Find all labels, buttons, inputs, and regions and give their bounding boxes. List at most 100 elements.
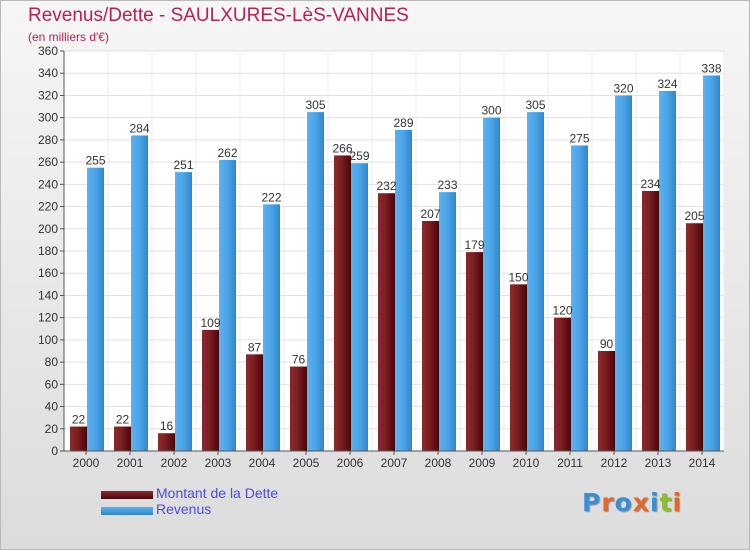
y-tick-label: 280 <box>38 133 58 147</box>
x-tick-label-2003: 2003 <box>205 456 232 470</box>
data-label-revenus-2010: 305 <box>525 98 545 112</box>
x-tick-label-2001: 2001 <box>117 456 144 470</box>
data-label-revenus-2011: 275 <box>569 131 589 145</box>
x-tick-label-2009: 2009 <box>469 456 496 470</box>
bar-revenus-2000 <box>87 167 104 451</box>
data-label-dette-2013: 234 <box>640 177 660 191</box>
x-tick-label-2004: 2004 <box>249 456 276 470</box>
data-label-revenus-2001: 284 <box>129 121 149 135</box>
chart-subtitle: (en milliers d'€) <box>28 30 109 44</box>
data-label-dette-2011: 120 <box>552 304 572 318</box>
data-label-dette-2005: 76 <box>292 353 306 367</box>
legend-swatch-dette <box>101 491 153 499</box>
x-tick-label-2006: 2006 <box>337 456 364 470</box>
data-label-dette-2006: 266 <box>332 141 352 155</box>
logo-letter: P <box>582 488 602 517</box>
x-tick-label-2000: 2000 <box>73 456 100 470</box>
y-tick-label: 160 <box>38 266 58 280</box>
y-tick-label: 100 <box>38 333 58 347</box>
data-label-revenus-2000: 255 <box>85 154 105 168</box>
x-tick-label-2013: 2013 <box>645 456 672 470</box>
bar-dette-2001 <box>114 426 131 451</box>
data-label-revenus-2007: 289 <box>393 116 413 130</box>
data-label-revenus-2003: 262 <box>217 146 237 160</box>
data-label-revenus-2005: 305 <box>305 98 325 112</box>
y-tick-label: 200 <box>38 222 58 236</box>
bar-revenus-2003 <box>219 159 236 451</box>
logo-letter: t <box>659 488 673 517</box>
x-tick-label-2002: 2002 <box>161 456 188 470</box>
logo-letter: r <box>601 488 615 517</box>
logo-letter: i <box>650 488 660 517</box>
bar-dette-2009 <box>466 252 483 451</box>
bar-revenus-2009 <box>483 117 500 452</box>
y-tick-label: 80 <box>45 355 59 369</box>
x-tick-label-2011: 2011 <box>557 456 583 470</box>
x-tick-label-2005: 2005 <box>293 456 320 470</box>
bar-dette-2011 <box>554 317 571 451</box>
bar-revenus-2013 <box>659 91 676 451</box>
bar-dette-2008 <box>422 221 439 451</box>
bar-revenus-2014 <box>703 75 720 451</box>
y-tick-label: 260 <box>38 155 58 169</box>
bar-revenus-2007 <box>395 129 412 451</box>
data-label-revenus-2008: 233 <box>437 178 457 192</box>
y-tick-label: 300 <box>38 111 58 125</box>
x-tick-label-2008: 2008 <box>425 456 452 470</box>
bar-revenus-2010 <box>527 112 544 451</box>
y-tick-label: 220 <box>38 200 58 214</box>
bar-dette-2005 <box>290 366 307 451</box>
data-label-revenus-2012: 320 <box>613 81 633 95</box>
y-tick-label: 20 <box>45 422 59 436</box>
logo-letter: o <box>614 488 633 517</box>
bar-dette-2004 <box>246 354 263 451</box>
y-tick-label: 180 <box>38 244 58 258</box>
data-label-dette-2001: 22 <box>116 413 130 427</box>
bar-revenus-2011 <box>571 145 588 451</box>
y-tick-label: 40 <box>45 400 59 414</box>
bar-dette-2013 <box>642 191 659 451</box>
bar-revenus-2008 <box>439 192 456 451</box>
logo-letter: x <box>632 488 650 517</box>
bar-revenus-2002 <box>175 172 192 451</box>
data-label-dette-2000: 22 <box>72 413 86 427</box>
proxiti-logo: Proxiti <box>582 488 682 517</box>
bar-revenus-2001 <box>131 135 148 451</box>
y-tick-label: 240 <box>38 177 58 191</box>
bar-dette-2010 <box>510 284 527 451</box>
y-tick-label: 320 <box>38 88 58 102</box>
data-label-revenus-2013: 324 <box>657 77 677 91</box>
bar-dette-2002 <box>158 433 175 451</box>
data-label-dette-2002: 16 <box>160 419 174 433</box>
y-tick-label: 120 <box>38 311 58 325</box>
data-label-dette-2007: 232 <box>376 179 396 193</box>
bar-dette-2014 <box>686 223 703 451</box>
y-tick-label: 140 <box>38 288 58 302</box>
y-tick-label: 60 <box>45 377 59 391</box>
logo-letter: i <box>672 488 683 517</box>
bar-dette-2007 <box>378 193 395 451</box>
data-label-dette-2004: 87 <box>248 340 262 354</box>
legend-swatch-revenus <box>101 507 153 515</box>
data-label-dette-2012: 90 <box>600 337 614 351</box>
data-label-dette-2003: 109 <box>200 316 220 330</box>
data-label-dette-2010: 150 <box>508 270 528 284</box>
data-label-revenus-2002: 251 <box>173 158 193 172</box>
data-label-revenus-2009: 300 <box>481 104 501 118</box>
chart-title: Revenus/Dette - SAULXURES-LèS-VANNES <box>28 5 409 26</box>
x-tick-label-2010: 2010 <box>513 456 540 470</box>
bar-dette-2012 <box>598 351 615 451</box>
x-tick-label-2014: 2014 <box>689 456 716 470</box>
bar-dette-2003 <box>202 329 219 451</box>
x-tick-label-2007: 2007 <box>381 456 408 470</box>
y-tick-label: 360 <box>38 44 58 58</box>
data-label-revenus-2014: 338 <box>701 61 721 75</box>
bar-revenus-2006 <box>351 163 368 451</box>
data-label-revenus-2004: 222 <box>261 190 281 204</box>
bar-revenus-2004 <box>263 204 280 451</box>
y-tick-label: 340 <box>38 66 58 80</box>
bar-revenus-2005 <box>307 112 324 451</box>
bar-dette-2000 <box>70 426 87 451</box>
data-label-dette-2014: 205 <box>684 209 704 223</box>
